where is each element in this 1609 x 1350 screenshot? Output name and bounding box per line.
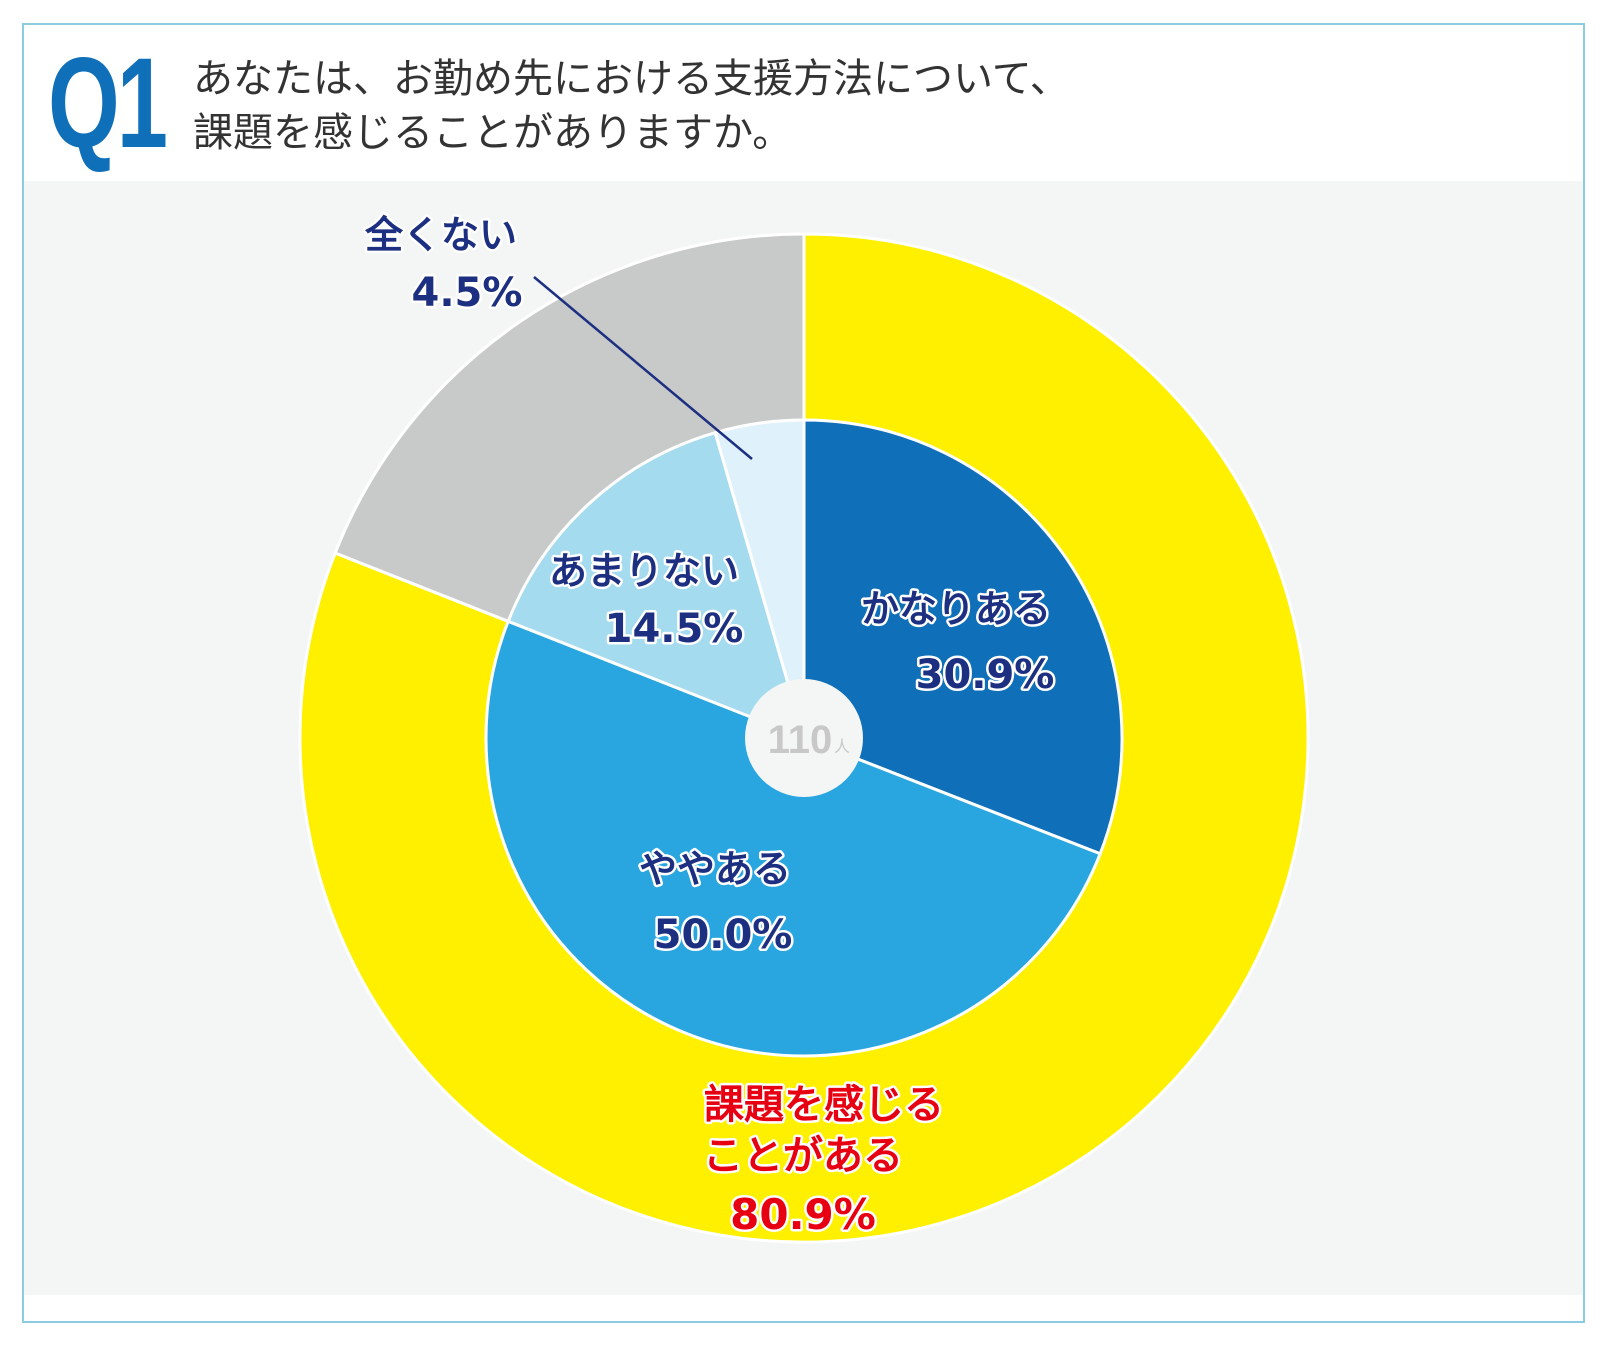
inner-slice-1 <box>802 418 1124 856</box>
question-line-2: 課題を感じることがありますか。 <box>193 110 793 156</box>
label-value-4: 4.5% <box>412 270 523 316</box>
label-category-4: 全くない <box>364 213 517 257</box>
center-count: 110 <box>768 718 833 762</box>
inner-slice-2 <box>484 619 1103 1059</box>
label-value-3: 14.5% <box>605 606 744 652</box>
label-category-1: かなりある <box>861 587 1051 631</box>
outer-label-value: 80.9% <box>730 1190 876 1239</box>
question-text: あなたは、お勤め先における支援方法について、 課題を感じることがありますか。 <box>193 52 1070 160</box>
inner-slice-3 <box>506 430 807 741</box>
inner-pie <box>484 418 1124 1059</box>
inner-slice-4 <box>713 418 806 739</box>
leader-line <box>533 276 753 460</box>
label-category-3: あまりない <box>549 549 739 593</box>
label-value-2: 50.0% <box>654 912 793 958</box>
label-value-1: 30.9% <box>916 652 1055 698</box>
label-category-2: ややある <box>639 847 791 891</box>
question-line-1: あなたは、お勤め先における支援方法について、 <box>193 56 1070 102</box>
center-unit: 人 <box>834 737 850 756</box>
center-circle <box>745 679 863 797</box>
question-number: Q1 <box>48 32 168 175</box>
outer-label-line1: 課題を感じる <box>704 1082 944 1128</box>
outer-label-line2: ことがある <box>703 1133 903 1179</box>
